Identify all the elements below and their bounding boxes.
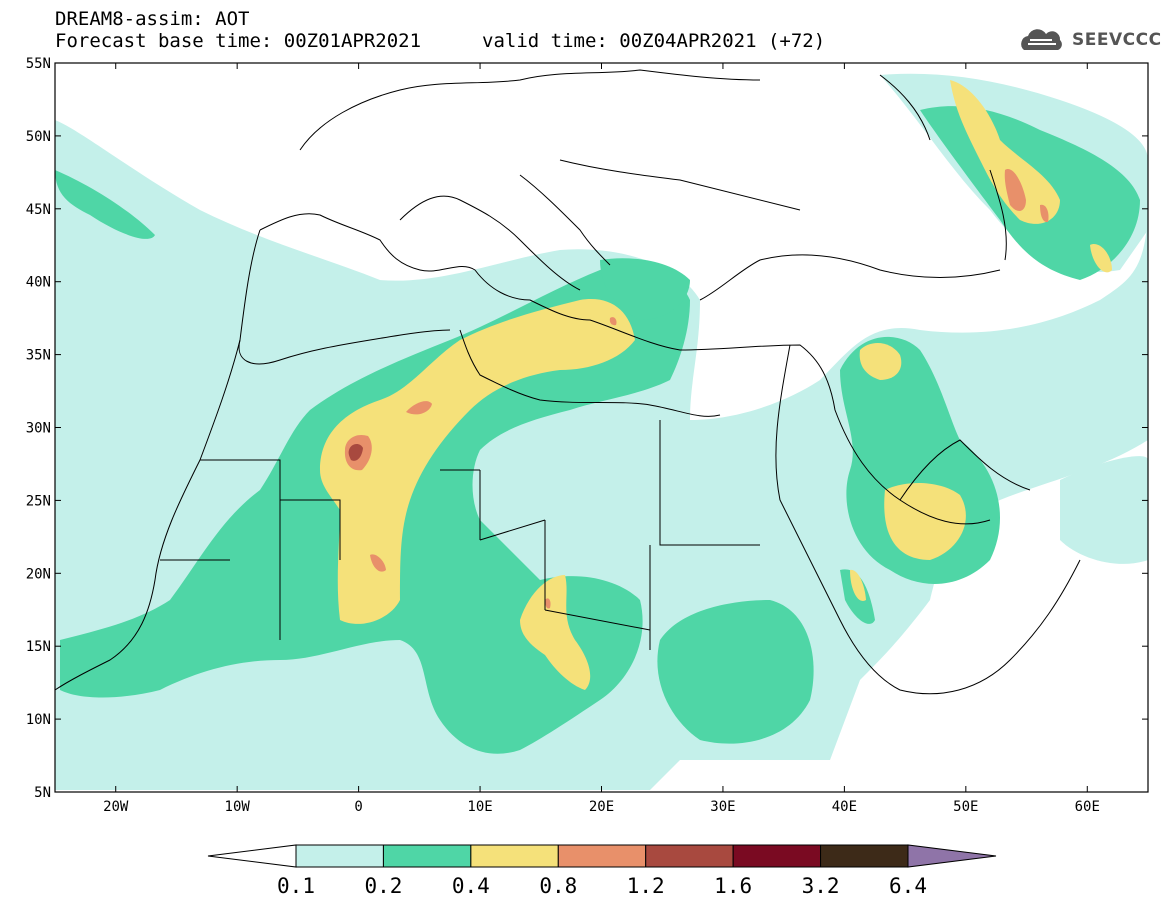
lat-label: 55N xyxy=(26,56,51,72)
lat-label: 45N xyxy=(26,202,51,218)
lat-label: 35N xyxy=(26,348,51,364)
colorbar-low-extension xyxy=(207,844,297,868)
lon-label: 0 xyxy=(354,799,362,815)
cloud-logo-icon xyxy=(1021,29,1062,50)
lat-label: 50N xyxy=(26,129,51,145)
colorbar-label: 0.2 xyxy=(364,874,402,898)
lat-label: 25N xyxy=(26,493,51,509)
colorbar-swatch xyxy=(470,844,559,868)
colorbar: 0.1 0.2 0.4 0.8 1.2 1.6 3.2 6.4 xyxy=(207,844,997,898)
colorbar-label: 0.1 xyxy=(277,874,315,898)
colorbar-high-extension xyxy=(907,844,997,868)
lon-label: 10E xyxy=(467,799,492,815)
colorbar-swatch xyxy=(732,844,822,868)
valid-time: valid time: 00Z04APR2021 (+72) xyxy=(482,30,826,52)
colorbar-label: 3.2 xyxy=(802,874,840,898)
logo-text: SEEVCCC xyxy=(1072,30,1162,50)
lon-label: 40E xyxy=(832,799,857,815)
longitude-axis: 20W 10W 0 10E 20E 30E 40E 50E 60E xyxy=(103,63,1100,815)
colorbar-swatch xyxy=(645,844,734,868)
colorbar-swatch xyxy=(295,844,384,868)
lon-label: 20W xyxy=(103,799,129,815)
chart-title: DREAM8-assim: AOT xyxy=(55,8,250,30)
colorbar-label: 0.4 xyxy=(452,874,490,898)
lon-label: 30E xyxy=(710,799,735,815)
colorbar-swatch xyxy=(820,844,909,868)
lon-label: 10W xyxy=(225,799,251,815)
colorbar-swatch xyxy=(557,844,647,868)
colorbar-label: 6.4 xyxy=(889,874,927,898)
latitude-axis: 55N 50N 45N 40N 35N 30N 25N 20N 15N 10N 5N xyxy=(26,56,1148,801)
lon-label: 60E xyxy=(1075,799,1100,815)
lat-label: 20N xyxy=(26,566,51,582)
colorbar-label: 0.8 xyxy=(539,874,577,898)
colorbar-label: 1.6 xyxy=(714,874,752,898)
lat-label: 40N xyxy=(26,275,51,291)
lon-label: 50E xyxy=(953,799,978,815)
lat-label: 15N xyxy=(26,639,51,655)
lon-label: 20E xyxy=(589,799,614,815)
aot-contours xyxy=(55,69,1148,790)
lat-label: 10N xyxy=(26,712,51,728)
colorbar-swatch xyxy=(382,844,472,868)
lat-label: 5N xyxy=(34,785,51,801)
lat-label: 30N xyxy=(26,421,51,437)
colorbar-label: 1.2 xyxy=(627,874,665,898)
forecast-base-time: Forecast base time: 00Z01APR2021 xyxy=(55,30,422,52)
